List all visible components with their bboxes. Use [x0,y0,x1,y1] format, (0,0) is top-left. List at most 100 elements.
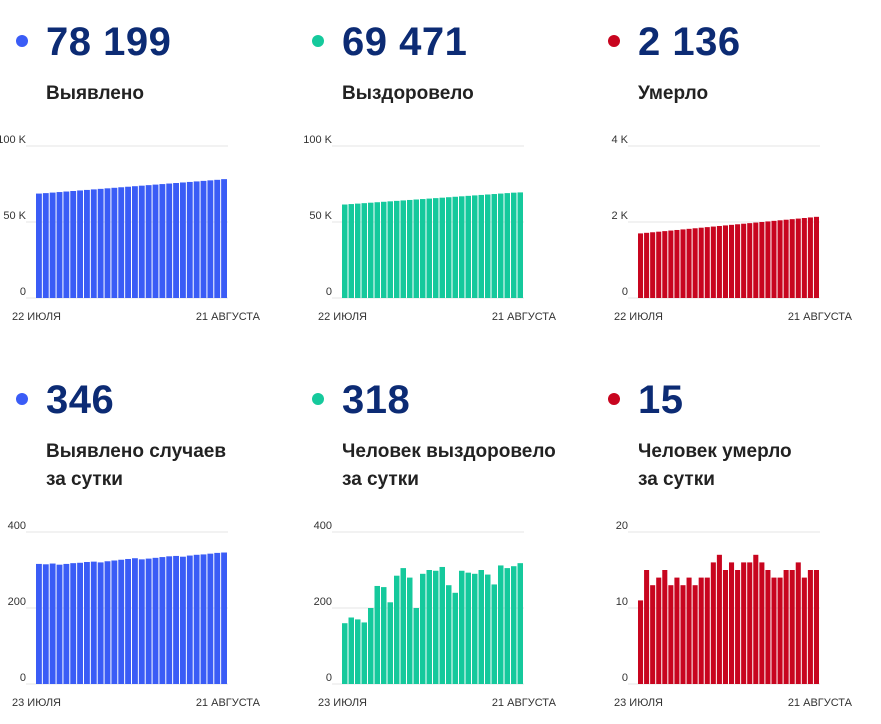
x-start-label: 23 ИЮЛЯ [12,697,61,709]
green-dot-icon [312,393,324,405]
bar [446,585,452,684]
bar [77,562,83,684]
detected-total-value: 78 199 [46,20,172,64]
bar [485,574,491,684]
panel-recovered-daily: 318 Человек выздоровело за сутки 0 200 400… [296,358,586,718]
bar [355,619,361,684]
x-start-label: 23 ИЮЛЯ [614,697,663,709]
bar [193,181,200,298]
bar [789,570,795,684]
y-tick-label: 100 K [303,134,332,146]
bar [49,563,56,684]
bar [741,562,747,684]
bar [735,224,741,298]
y-tick-label: 0 [326,286,332,298]
bar [138,559,145,684]
y-tick-label: 0 [622,672,628,684]
bar [90,189,97,298]
bar [374,585,380,684]
bar [125,558,131,684]
bar [84,562,90,684]
detected-total-chart: 0 50 K 100 K 22 ИЮЛЯ 21 АВГУСТА [0,134,261,323]
bar [42,193,49,298]
bar [765,570,771,684]
bar [36,193,42,298]
label-line: за сутки [638,469,715,490]
deaths-daily-chart: 0 10 20 23 ИЮЛЯ 21 АВГУСТА [614,520,853,709]
red-dot-icon [608,35,620,47]
x-start-label: 22 ИЮЛЯ [12,311,61,323]
bar [138,185,145,298]
bar [472,195,478,298]
bar [491,194,497,298]
bar [56,564,63,684]
bar [36,563,42,684]
bar [498,193,504,298]
bar [387,201,393,298]
bar [426,198,432,298]
detected-daily-value: 346 [46,378,115,422]
bar [517,192,523,298]
bar [361,203,367,298]
bar [63,563,70,684]
bar [459,570,465,684]
bar [111,560,118,684]
bar [485,194,491,298]
deaths-daily-value: 15 [638,378,684,422]
x-end-label: 21 АВГУСТА [196,311,261,323]
label-line: Выздоровело [342,83,474,104]
y-tick-label: 0 [20,286,26,298]
bar [207,180,214,298]
bar [498,565,504,684]
bar [97,562,104,684]
label-line: за сутки [342,469,419,490]
detected-total-label: Выявлено [46,80,144,108]
y-tick-label: 400 [8,520,26,532]
bar [656,577,662,684]
bar [97,188,104,298]
bar [42,564,49,684]
bar [193,554,200,684]
x-start-label: 23 ИЮЛЯ [318,697,367,709]
bar [221,179,227,298]
bar [465,195,471,298]
bar [801,218,807,298]
bar [173,183,179,298]
y-tick-label: 2 K [611,210,628,222]
bar [686,228,692,298]
bar [504,193,510,298]
bar [747,562,753,684]
bar [407,577,413,684]
green-dot-icon [312,35,324,47]
bar [674,577,680,684]
label-line: Человек выздоровело [342,441,556,462]
bar [439,197,445,298]
bar [342,623,348,684]
detected-daily-chart: 0 200 400 23 ИЮЛЯ 21 АВГУСТА [8,520,261,709]
bar [504,568,510,684]
bar [452,592,458,684]
bar [368,202,374,298]
bar [381,587,387,684]
y-tick-label: 0 [326,672,332,684]
bar [49,192,56,298]
panel-deaths-total: 2 136 Умерло 0 2 K 4 K 22 ИЮЛЯ 21 АВГУСТА [592,0,881,360]
bar [452,196,458,298]
bar [662,231,668,298]
bar [729,562,735,684]
bar [735,570,741,684]
bar [111,187,118,298]
bar [698,577,704,684]
bar [668,230,674,298]
deaths-total-label: Умерло [638,80,708,108]
bar [729,224,735,298]
panel-detected-daily: 346 Выявлено случаев за сутки 0 200 400 23 … [0,358,290,718]
bar [56,192,63,298]
bar [420,573,426,684]
bar [180,556,186,684]
bar [394,200,400,298]
bar [777,220,783,298]
bar [472,573,478,684]
bar [771,577,777,684]
bar [668,585,674,684]
